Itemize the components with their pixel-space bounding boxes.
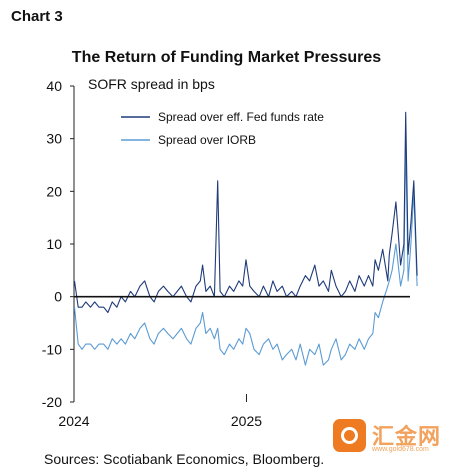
legend-label-iorb-spread: Spread over IORB bbox=[158, 133, 256, 147]
y-tick-label: 20 bbox=[46, 183, 62, 199]
y-tick-label: 40 bbox=[46, 78, 62, 94]
chart-number-label: Chart 3 bbox=[11, 8, 63, 25]
source-note: Sources: Scotiabank Economics, Bloomberg… bbox=[44, 451, 325, 467]
watermark-badge-icon bbox=[333, 419, 366, 452]
x-tick-label: 2025 bbox=[231, 413, 262, 429]
y-tick-label: 30 bbox=[46, 131, 62, 147]
y-axis-label: SOFR spread in bps bbox=[88, 76, 215, 92]
watermark-text: 汇金网 bbox=[372, 424, 442, 449]
x-tick-label: 2024 bbox=[58, 413, 89, 429]
series-line-iorb-spread bbox=[73, 138, 418, 366]
y-tick-label: 0 bbox=[54, 289, 62, 305]
y-tick-label: -10 bbox=[42, 341, 62, 357]
y-tick-label: 10 bbox=[46, 236, 62, 252]
chart-title: The Return of Funding Market Pressures bbox=[71, 49, 382, 66]
watermark-logo: 汇金网 www.gold678.com bbox=[330, 416, 445, 456]
legend-label-fed-funds-spread: Spread over eff. Fed funds rate bbox=[158, 110, 324, 124]
series-line-fed-funds-spread bbox=[73, 111, 418, 314]
watermark-url: www.gold678.com bbox=[372, 446, 429, 453]
y-tick-label: -20 bbox=[42, 394, 62, 410]
